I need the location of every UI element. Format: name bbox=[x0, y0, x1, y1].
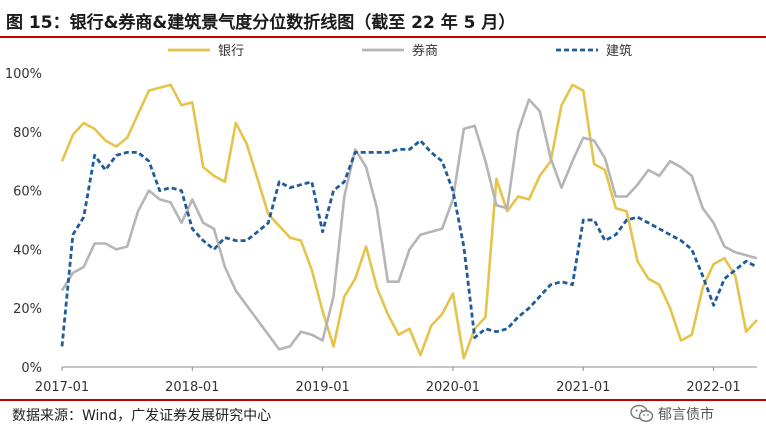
legend-label-3: 建筑 bbox=[606, 43, 632, 59]
y-tick-label: 80% bbox=[13, 126, 42, 141]
series-line-2 bbox=[60, 98, 758, 351]
y-tick-label: 0% bbox=[21, 361, 42, 376]
y-tick-label: 60% bbox=[13, 185, 42, 200]
y-tick-label: 40% bbox=[13, 243, 42, 258]
source-note: 数据来源：Wind，广发证券发展研究中心 bbox=[12, 408, 272, 424]
x-tick-label: 2021-01 bbox=[556, 380, 610, 395]
y-tick-label: 100% bbox=[5, 67, 42, 82]
figure-title: 图 15：银行&券商&建筑景气度分位数折线图（截至 22 年 5 月） bbox=[6, 13, 516, 33]
title-divider bbox=[0, 36, 766, 38]
legend-label-2: 券商 bbox=[412, 43, 438, 59]
x-tick-label: 2020-01 bbox=[426, 380, 480, 395]
y-axis: 0% 20% 40% 60% 80% 100% bbox=[5, 67, 42, 376]
series-line-3 bbox=[60, 139, 758, 347]
watermark-text: 郁言债市 bbox=[658, 407, 714, 423]
legend-label-1: 银行 bbox=[218, 44, 244, 59]
wechat-icon bbox=[630, 404, 654, 422]
x-tick-label: 2019-01 bbox=[295, 380, 349, 395]
watermark: 郁言债市 bbox=[630, 404, 714, 424]
y-tick-label: 20% bbox=[13, 302, 42, 317]
footer-divider bbox=[0, 399, 766, 401]
x-tick-label: 2017-01 bbox=[35, 380, 89, 395]
line-chart: 银行 券商 建筑 0% 20% 40% 60% 80% 100% 2017-01 2018-01… bbox=[5, 43, 758, 395]
x-tick-label: 2018-01 bbox=[165, 380, 219, 395]
series-line-1 bbox=[60, 83, 758, 360]
series-group bbox=[60, 83, 758, 360]
chart-legend: 银行 券商 建筑 bbox=[168, 43, 632, 59]
x-axis: 2017-01 2018-01 2019-01 2020-01 2021-01 2022-… bbox=[35, 366, 757, 395]
x-tick-label: 2022-01 bbox=[686, 380, 740, 395]
